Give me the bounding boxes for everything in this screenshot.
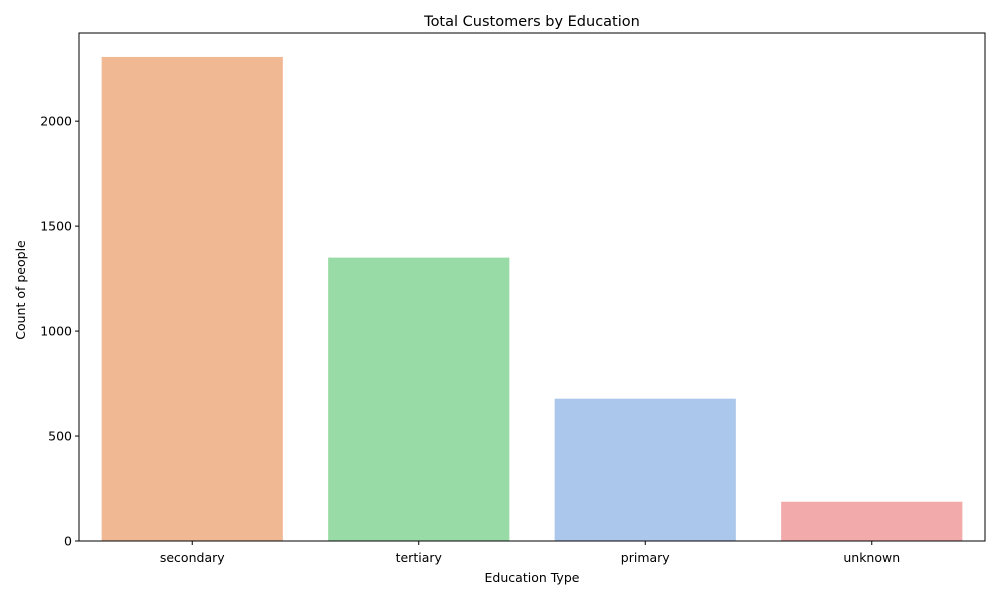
x-tick-label: tertiary (396, 550, 443, 565)
x-tick-label: primary (621, 550, 671, 565)
y-axis-label: Count of people (13, 240, 28, 340)
y-tick-label: 2000 (40, 114, 72, 129)
y-tick-label: 1000 (40, 324, 72, 339)
x-axis-label: Education Type (485, 570, 580, 585)
y-tick-label: 0 (64, 534, 72, 549)
x-axis-ticks: secondary tertiary primary unknown (160, 541, 900, 565)
y-axis-ticks: 0 500 1000 1500 2000 (40, 114, 79, 549)
x-tick-label: secondary (160, 550, 225, 565)
bars-layer (101, 56, 963, 542)
plot-area-frame (78, 32, 986, 542)
bar-tertiary (328, 257, 510, 541)
y-tick-label: 500 (48, 429, 72, 444)
bar-primary (554, 398, 736, 541)
x-tick-label: unknown (843, 550, 900, 565)
bar-secondary (101, 56, 283, 542)
chart-title: Total Customers by Education (423, 14, 640, 30)
bar-unknown (781, 501, 963, 541)
y-tick-label: 1500 (40, 219, 72, 234)
